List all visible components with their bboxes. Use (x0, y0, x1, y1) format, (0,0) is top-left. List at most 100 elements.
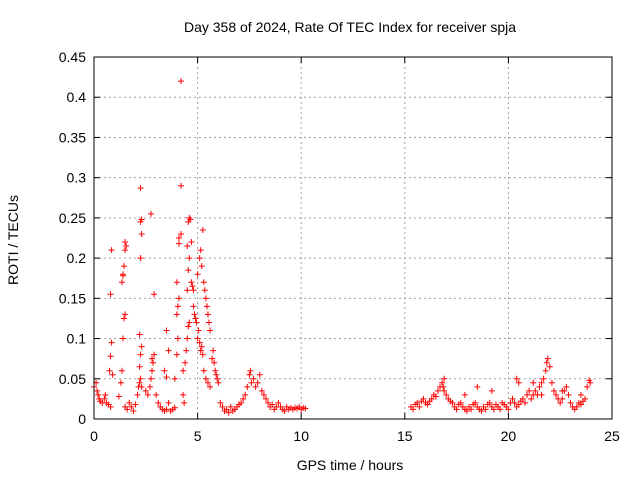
data-point (563, 383, 570, 390)
data-point (540, 375, 547, 382)
data-point (178, 182, 185, 189)
data-point (163, 406, 170, 413)
data-point (468, 406, 475, 413)
data-point (199, 226, 206, 233)
data-point (194, 335, 201, 342)
data-point (203, 303, 210, 310)
data-point (107, 353, 114, 360)
data-point (184, 243, 191, 250)
data-point (530, 379, 537, 386)
data-point (138, 216, 145, 223)
data-point (178, 230, 185, 237)
y-tick-label: 0.45 (59, 49, 86, 65)
data-point (146, 383, 153, 390)
data-point (207, 383, 214, 390)
data-point (95, 391, 102, 398)
data-point (497, 406, 504, 413)
data-point (108, 339, 115, 346)
x-axis-ticks: 0 5 10 15 20 25 (90, 57, 620, 444)
data-point (202, 295, 209, 302)
data-point (175, 295, 182, 302)
data-point (180, 367, 187, 374)
data-point (200, 279, 207, 286)
data-point (121, 263, 128, 270)
data-point (584, 383, 591, 390)
data-point (302, 405, 309, 412)
data-point (548, 379, 555, 386)
data-point (201, 287, 208, 294)
data-point (252, 383, 259, 390)
data-point (101, 395, 108, 402)
data-point (165, 399, 172, 406)
data-point (120, 335, 127, 342)
data-point (183, 347, 190, 354)
data-point (186, 255, 193, 262)
data-point (244, 383, 251, 390)
data-point (175, 235, 182, 241)
y-axis-label: ROTI / TECUs (5, 195, 21, 285)
data-point (200, 367, 207, 374)
data-point (149, 355, 156, 362)
data-point (453, 406, 460, 413)
data-point (173, 279, 180, 286)
data-point (180, 391, 187, 398)
data-point (115, 393, 122, 400)
data-point (515, 379, 522, 386)
data-point (587, 379, 594, 386)
y-tick-label: 0.2 (67, 250, 87, 266)
data-point (181, 399, 188, 406)
data-point (553, 391, 560, 398)
data-point (190, 287, 197, 294)
y-tick-label: 0.35 (59, 129, 86, 145)
data-point (130, 407, 137, 414)
data-point (472, 399, 479, 406)
data-point (441, 387, 448, 394)
y-tick-label: 0 (78, 411, 86, 427)
data-point (439, 379, 446, 386)
data-point (151, 351, 158, 358)
data-point (410, 406, 417, 413)
y-tick-label: 0.15 (59, 290, 86, 306)
data-point (197, 347, 204, 354)
data-point (191, 311, 198, 318)
data-point (509, 395, 516, 402)
data-point (543, 359, 550, 366)
data-point (161, 367, 168, 374)
data-point (521, 399, 528, 406)
data-point (254, 379, 261, 386)
data-point (173, 311, 180, 318)
x-axis-label: GPS time / hours (297, 457, 404, 473)
data-point (441, 375, 448, 382)
data-point (482, 406, 489, 413)
data-point (258, 387, 265, 394)
data-point (193, 319, 200, 326)
data-point (138, 343, 145, 350)
data-point (147, 210, 154, 217)
data-point (544, 355, 551, 362)
data-point (107, 403, 114, 410)
data-point (123, 243, 130, 250)
data-point (461, 391, 468, 398)
data-point (449, 399, 456, 406)
data-point (124, 406, 131, 413)
data-point (94, 387, 101, 394)
data-point (557, 399, 564, 406)
data-point (108, 247, 115, 254)
data-point (488, 387, 495, 394)
data-point (457, 399, 464, 406)
data-point (136, 331, 143, 338)
y-tick-label: 0.3 (67, 170, 87, 186)
data-point (519, 395, 526, 402)
data-point (515, 401, 522, 408)
data-point (526, 387, 533, 394)
data-point (150, 359, 157, 366)
data-point (174, 335, 181, 342)
data-point (136, 363, 143, 370)
data-point (205, 319, 212, 326)
data-point (260, 391, 267, 398)
data-point (486, 399, 493, 406)
data-point (478, 407, 485, 414)
y-tick-label: 0.1 (67, 331, 87, 347)
x-tick-label: 5 (194, 428, 202, 444)
